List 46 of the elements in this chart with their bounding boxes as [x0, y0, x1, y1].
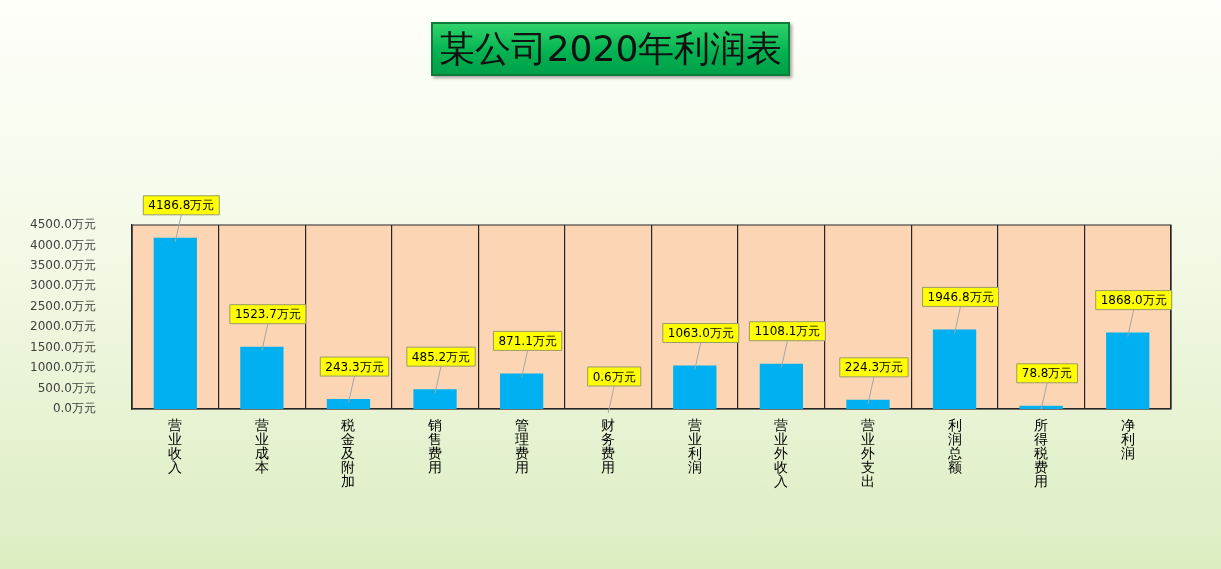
x-tick-label: 净利润: [1120, 416, 1135, 461]
x-tick-label: 利润总额: [946, 416, 962, 475]
data-label: 485.2万元: [411, 349, 471, 364]
bar: [413, 389, 457, 409]
bar: [846, 399, 890, 409]
bar: [326, 399, 371, 409]
y-tick-label: 4000.0万元: [30, 237, 96, 252]
x-tick-label: 营业外收入: [774, 416, 789, 489]
x-tick-label: 管理费用: [514, 416, 529, 475]
x-tick-label: 销售费用: [427, 416, 443, 475]
data-label: 1108.1万元: [754, 324, 821, 339]
bar: [1106, 332, 1150, 409]
data-label: 1063.0万元: [667, 326, 734, 341]
bar: [153, 237, 197, 409]
bar: [240, 346, 284, 409]
x-tick-label: 营业利润: [687, 416, 702, 475]
data-label: 224.3万元: [844, 360, 904, 375]
x-tick-label: 所得税费用: [1034, 416, 1049, 489]
x-tick-label: 财务费用: [601, 416, 616, 475]
data-label: 78.8万元: [1021, 366, 1073, 381]
data-label: 4186.8万元: [148, 198, 215, 213]
chart-title: 某公司2020年利润表: [430, 22, 791, 76]
bar: [759, 363, 804, 409]
bar: [932, 329, 977, 409]
y-tick-label: 1500.0万元: [30, 339, 96, 354]
y-tick-label: 0.0万元: [52, 401, 96, 416]
y-tick-label: 3000.0万元: [30, 278, 96, 293]
y-tick-label: 500.0万元: [37, 380, 96, 395]
y-tick-label: 2500.0万元: [30, 298, 96, 313]
x-tick-label: 营业收入: [168, 416, 183, 475]
data-label: 1946.8万元: [927, 290, 994, 305]
y-tick-label: 4500.0万元: [30, 217, 96, 232]
x-tick-label: 营业外支出: [860, 416, 875, 489]
y-tick-label: 1000.0万元: [30, 360, 96, 375]
bar: [1019, 405, 1063, 409]
data-label: 243.3万元: [325, 359, 384, 374]
data-label: 871.1万元: [498, 334, 557, 349]
data-label: 0.6万元: [592, 369, 636, 384]
data-label: 1868.0万元: [1100, 293, 1167, 308]
y-tick-label: 2000.0万元: [30, 319, 96, 334]
y-tick-label: 3500.0万元: [30, 258, 96, 273]
bar: [499, 373, 544, 409]
x-tick-label: 税金及附加: [341, 416, 356, 489]
data-label: 1523.7万元: [234, 307, 301, 322]
x-tick-label: 营业成本: [254, 416, 269, 475]
bar: [673, 365, 717, 409]
